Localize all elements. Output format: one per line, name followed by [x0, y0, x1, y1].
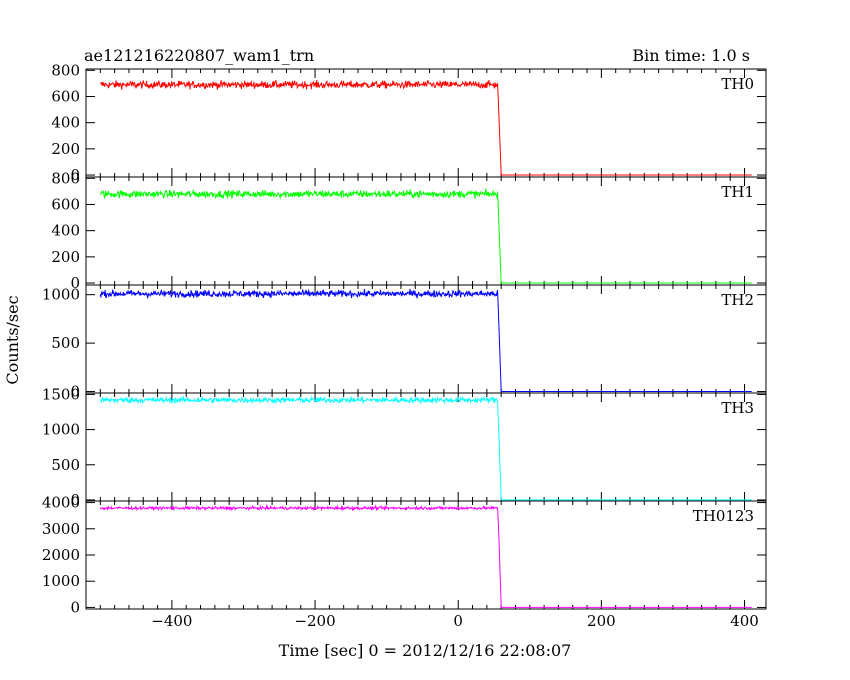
y-tick-label: 1000: [42, 421, 80, 439]
panel-label: TH2: [721, 291, 754, 309]
x-tick-label: −400: [151, 612, 192, 630]
panel-th0123: 0 1000 2000 3000 4000 TH0123: [42, 494, 767, 616]
y-tick-label: 500: [51, 334, 80, 352]
series-line-th2: [99, 288, 752, 392]
series-line-th0: [99, 79, 752, 176]
panel-frame: [85, 392, 767, 502]
x-tick-label: −200: [294, 612, 335, 630]
y-tick-label: 2000: [42, 546, 80, 564]
panel-th1: 0 200 400 600 800 TH1: [51, 169, 767, 292]
x-axis-label: Time [sec] 0 = 2012/12/16 22:08:07: [279, 641, 572, 660]
panels-group: 0 200 400 600 800 TH0 0 200 400 600 800 TH1 0 500 1000…: [42, 61, 767, 630]
y-axis-label: Counts/sec: [3, 295, 22, 384]
y-tick-label: 0: [70, 274, 80, 292]
panel-frame: [85, 500, 767, 610]
x-tick-label: 400: [730, 612, 759, 630]
y-tick-label: 4000: [42, 494, 80, 512]
y-tick-label: 1000: [42, 572, 80, 590]
y-tick-label: 600: [51, 195, 80, 213]
y-tick-label: 800: [51, 169, 80, 187]
chart-title: ae121216220807_wam1_trn: [84, 46, 314, 65]
y-tick-label: 200: [51, 140, 80, 158]
series-line-th1: [99, 188, 752, 284]
y-tick-label: 1000: [42, 286, 80, 304]
panel-label: TH0123: [693, 507, 754, 525]
bin-time-label: Bin time: 1.0 s: [632, 46, 750, 65]
y-tick-label: 500: [51, 456, 80, 474]
y-tick-label: 600: [51, 87, 80, 105]
panel-frame: [85, 284, 767, 394]
y-tick-label: 3000: [42, 520, 80, 538]
series-line-th0123: [99, 504, 752, 608]
panel-label: TH0: [721, 75, 754, 93]
y-tick-label: 200: [51, 248, 80, 266]
panel-th3: 0 500 1000 1500 TH3: [42, 385, 767, 509]
x-tick-label: 0: [453, 612, 463, 630]
y-tick-label: 0: [70, 383, 80, 401]
y-tick-label: 0: [70, 598, 80, 616]
panel-th0: 0 200 400 600 800 TH0: [51, 61, 767, 184]
y-tick-label: 0: [70, 166, 80, 184]
y-tick-label: 800: [51, 61, 80, 79]
y-tick-label: 1500: [42, 385, 80, 403]
panel-th2: 0 500 1000 TH2: [42, 284, 767, 401]
y-tick-label: 400: [51, 222, 80, 240]
y-tick-label: 0: [70, 491, 80, 509]
x-tick-label: 200: [587, 612, 616, 630]
panel-label: TH1: [721, 183, 754, 201]
series-line-th3: [99, 395, 752, 501]
y-tick-label: 400: [51, 114, 80, 132]
panel-label: TH3: [721, 399, 754, 417]
